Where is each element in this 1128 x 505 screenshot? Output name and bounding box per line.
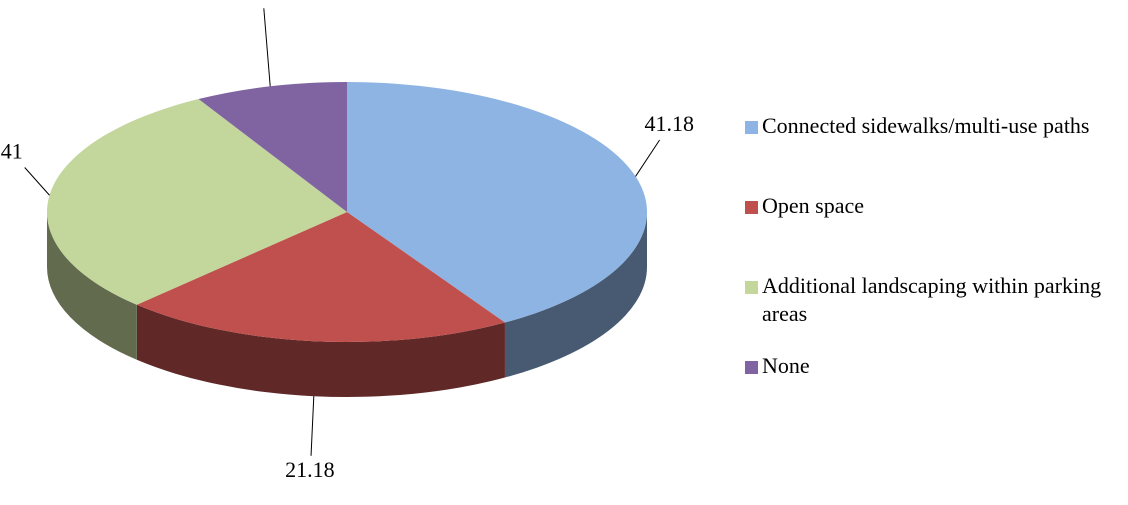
data-label: 29.41 xyxy=(0,139,23,164)
legend-swatch xyxy=(745,361,758,374)
legend-swatch xyxy=(745,281,758,294)
leader-line xyxy=(263,8,271,87)
legend-swatch xyxy=(745,121,758,134)
legend-entry: Connected sidewalks/multi-use paths xyxy=(745,112,1120,192)
legend-swatch xyxy=(745,201,758,214)
slice-side xyxy=(136,304,505,398)
slice-side xyxy=(47,212,137,360)
data-label: 8.24 xyxy=(223,0,262,4)
slice xyxy=(46,99,347,305)
legend-entry: None xyxy=(745,352,1120,432)
legend-entry: Open space xyxy=(745,192,1120,272)
slice xyxy=(136,212,505,342)
slice-side xyxy=(504,212,647,378)
data-label: 21.18 xyxy=(285,457,335,482)
slice xyxy=(347,82,647,323)
legend-label: Connected sidewalks/multi-use paths xyxy=(762,113,1090,138)
legend-label: Additional landscaping within parking ar… xyxy=(762,273,1102,326)
leader-line xyxy=(24,167,50,196)
legend: Connected sidewalks/multi-use paths Open … xyxy=(745,112,1120,432)
legend-entry: Additional landscaping within parking ar… xyxy=(745,272,1120,352)
legend-label: Open space xyxy=(762,193,865,218)
legend-label: None xyxy=(762,353,810,378)
leader-line xyxy=(635,139,661,177)
leader-line xyxy=(310,396,315,456)
slice xyxy=(198,82,347,212)
data-label: 41.18 xyxy=(644,111,694,136)
